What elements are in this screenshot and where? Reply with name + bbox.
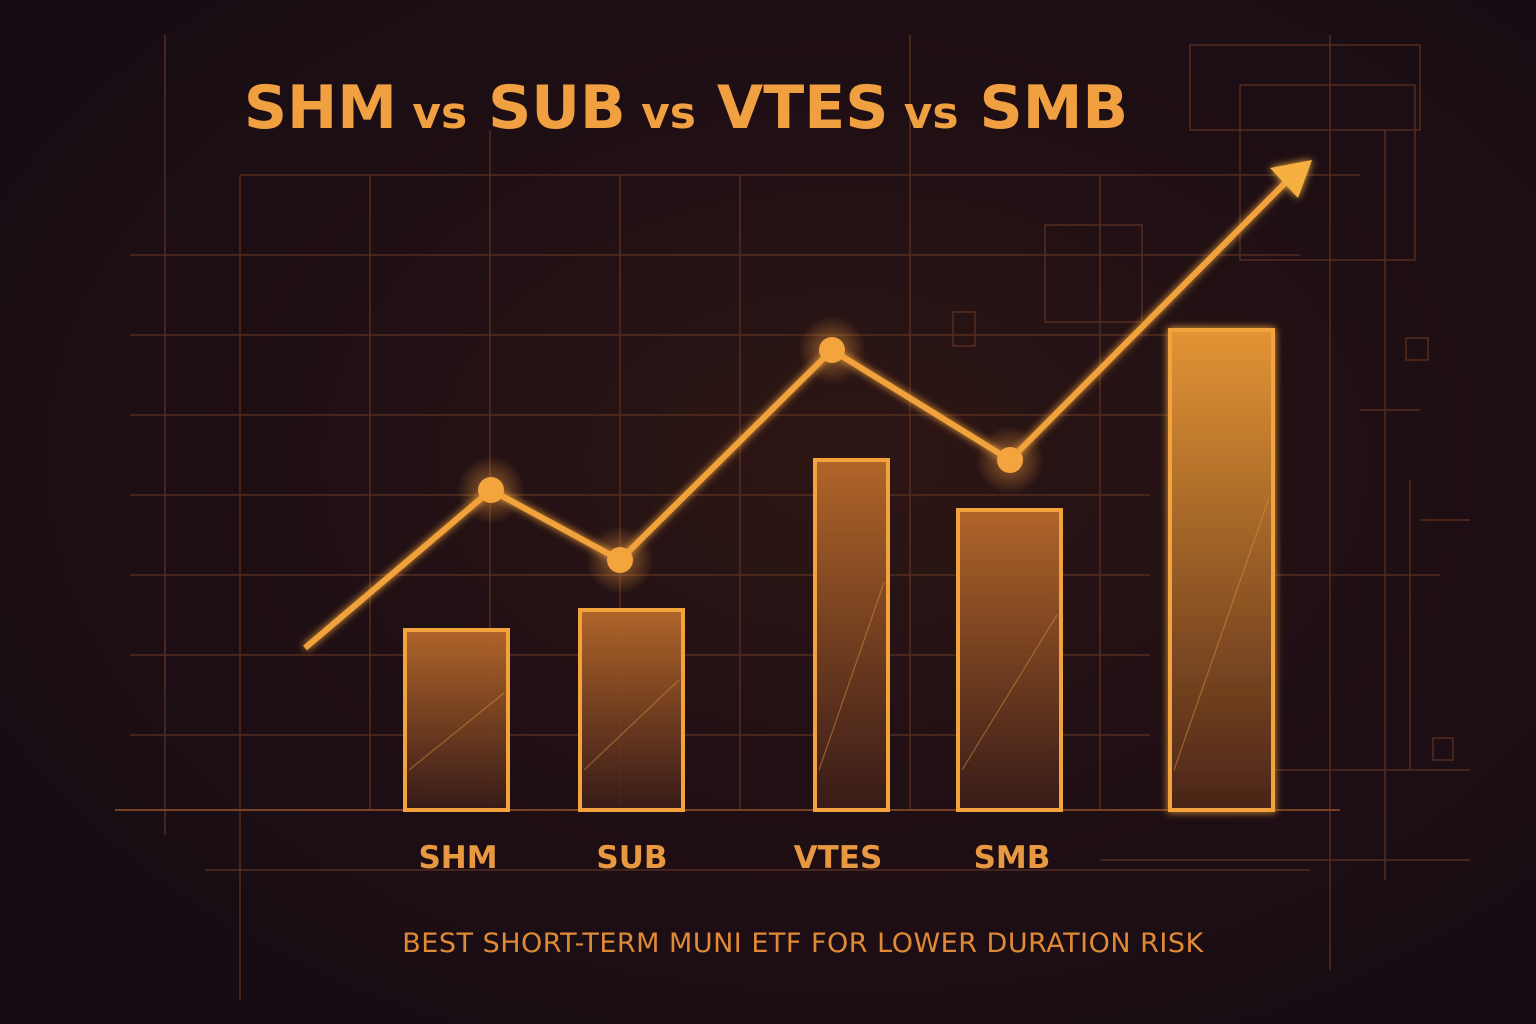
bar-sheen (961, 614, 1058, 771)
trend-line (303, 175, 1293, 651)
title-vs: vs (626, 88, 696, 139)
title-ticker-sub: SUB (467, 73, 626, 143)
tick-label-shm: SHM (418, 840, 497, 876)
bar-sub (578, 608, 685, 812)
bar-vtes (813, 458, 890, 812)
bar-smb (956, 508, 1063, 812)
title-ticker-vtes: VTES (696, 73, 888, 143)
bar-sheen (583, 679, 680, 771)
bar-sheen (818, 582, 885, 771)
bar-extra (1168, 328, 1275, 812)
tick-labels-group: SHM SUB VTES SMB (418, 840, 1050, 876)
bar-shm (403, 628, 510, 812)
background-grid (130, 35, 1470, 1000)
title-ticker-shm: SHM (244, 73, 397, 143)
title-vs: vs (888, 88, 958, 139)
tick-label-sub: SUB (596, 840, 667, 876)
tick-label-smb: SMB (974, 840, 1051, 876)
trend-point (607, 547, 633, 573)
title-vs: vs (397, 88, 467, 139)
tick-label-vtes: VTES (794, 840, 883, 876)
trend-line-group (303, 160, 1312, 651)
bar-sheen (408, 692, 505, 771)
trend-point (819, 337, 845, 363)
chart-subtitle: BEST SHORT-TERM MUNI ETF FOR LOWER DURAT… (402, 928, 1204, 959)
bars-group (403, 328, 1275, 812)
trend-point (997, 447, 1023, 473)
trend-point (478, 477, 504, 503)
chart-title: SHM vs SUB vs VTES vs SMB (244, 73, 1128, 143)
title-ticker-smb: SMB (959, 73, 1129, 143)
bar-sheen (1173, 497, 1270, 771)
trend-arrowhead (1270, 160, 1312, 198)
